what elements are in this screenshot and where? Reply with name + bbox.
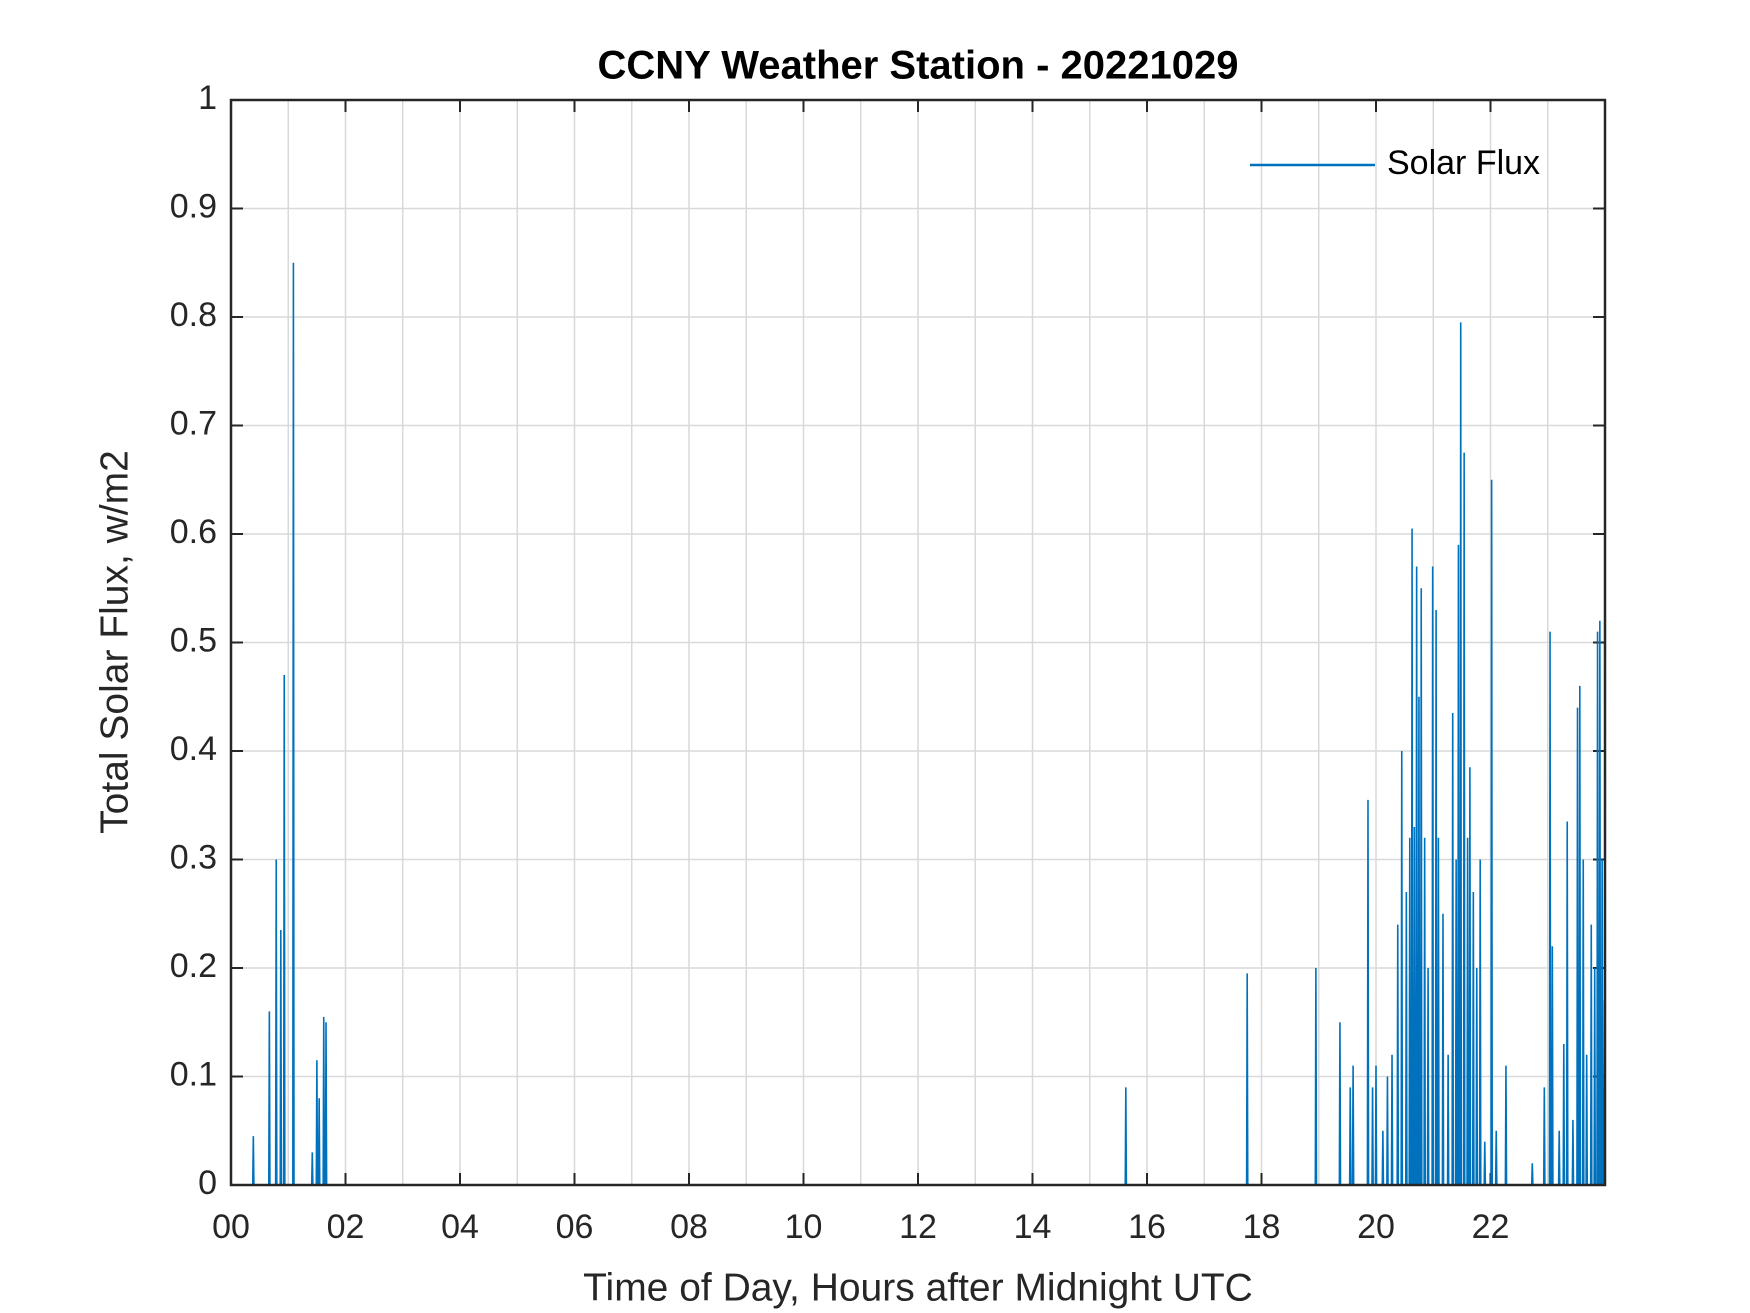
x-tick-label: 04 [441, 1208, 479, 1246]
x-tick-label: 14 [1014, 1208, 1052, 1246]
y-axis-label: Total Solar Flux, w/m2 [93, 450, 136, 834]
x-tick-label: 18 [1243, 1208, 1281, 1246]
chart-title: CCNY Weather Station - 20221029 [598, 44, 1239, 88]
legend-label: Solar Flux [1387, 144, 1540, 182]
x-tick-label: 16 [1128, 1208, 1166, 1246]
y-tick-label: 0.9 [170, 187, 217, 225]
y-tick-label: 0.5 [170, 621, 217, 659]
y-tick-label: 0.1 [170, 1055, 217, 1093]
x-tick-label: 10 [785, 1208, 823, 1246]
x-tick-label: 20 [1357, 1208, 1395, 1246]
y-tick-label: 0.3 [170, 838, 217, 876]
x-tick-label: 00 [212, 1208, 250, 1246]
y-tick-label: 0.4 [170, 730, 217, 768]
x-tick-label: 06 [556, 1208, 594, 1246]
y-tick-label: 1 [198, 79, 217, 117]
x-tick-label: 02 [327, 1208, 365, 1246]
y-tick-label: 0.2 [170, 947, 217, 985]
x-tick-label: 12 [899, 1208, 937, 1246]
plot-frame [229, 98, 1607, 1187]
x-tick-label: 22 [1472, 1208, 1510, 1246]
x-axis-label: Time of Day, Hours after Midnight UTC [583, 1266, 1253, 1309]
y-tick-label: 0.6 [170, 513, 217, 551]
x-tick-label: 08 [670, 1208, 708, 1246]
y-tick-label: 0 [198, 1164, 217, 1202]
y-tick-label: 0.8 [170, 296, 217, 334]
y-tick-label: 0.7 [170, 404, 217, 442]
